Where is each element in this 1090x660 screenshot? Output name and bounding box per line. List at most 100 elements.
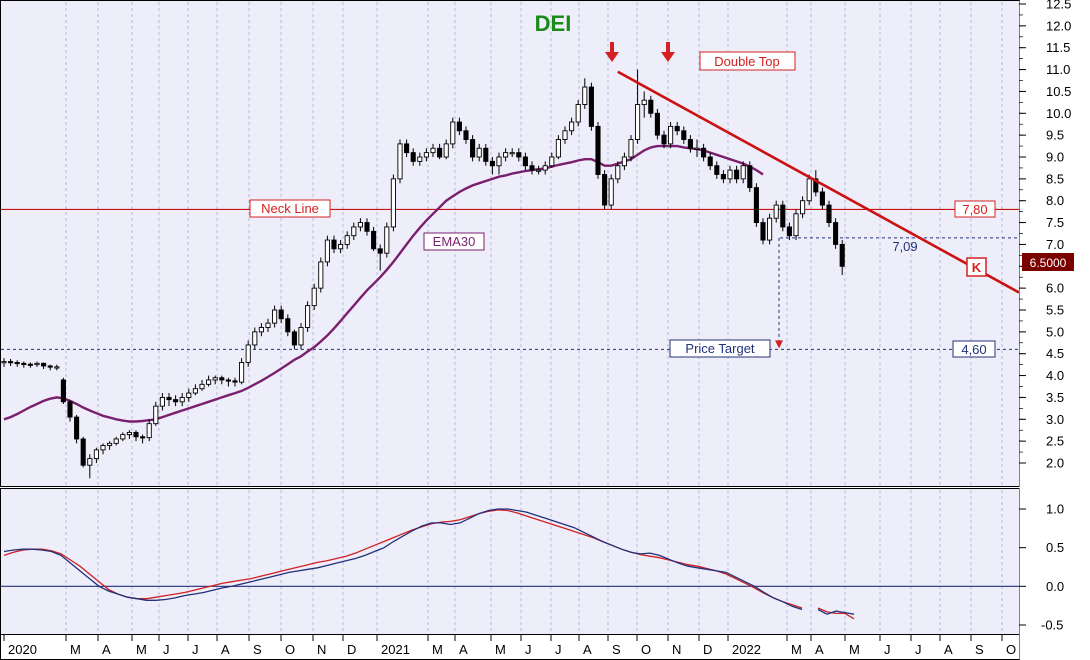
x-tick-label: N [672,642,681,657]
candle-body [80,438,86,466]
candle [555,135,561,160]
candle-body [773,204,779,219]
candle [351,222,357,241]
candle [67,399,73,422]
price-y-tick-label: 12.0 [1046,18,1071,33]
candle [199,379,205,391]
x-tick-label: M [495,642,506,657]
macd-line-tail [817,608,855,615]
candle-body [635,104,641,140]
candle [780,200,786,232]
price-target-text: Price Target [685,341,755,356]
candle [522,152,528,171]
price-y-tick-label: 8.0 [1046,193,1064,208]
x-tick-label: J [915,642,922,657]
candle [252,327,258,350]
ema30-line [3,144,764,423]
candle-body [833,222,839,245]
macd-y-tick-label: 0.0 [1046,579,1064,594]
candle [760,218,766,245]
candle [707,152,713,171]
candle [727,165,733,184]
candle [377,244,383,271]
candle [219,375,225,385]
candle [272,305,278,328]
candle [390,174,396,232]
ema-label-text: EMA30 [433,234,476,249]
candle [674,122,680,136]
candle [694,139,700,157]
candle [212,375,218,385]
candle [450,117,456,149]
x-tick-label: A [102,642,111,657]
candle-body [687,139,693,149]
candle-body [463,130,469,140]
x-tick-label: 2021 [381,642,410,657]
candle [265,318,271,332]
candle [489,157,495,175]
candle-body [450,121,456,145]
candle [357,218,363,232]
candle [443,139,449,160]
price-target-label: Price Target [669,339,771,358]
x-tick-label: A [221,642,230,657]
candle [311,283,317,310]
candle-body [14,362,20,365]
candle-body [140,436,146,439]
price-plot [1,42,1019,479]
x-tick-label: J [884,642,891,657]
candle [529,161,535,175]
x-tick-label: M [70,642,81,657]
candle [8,358,14,366]
candle-body [470,139,476,158]
candle-body [258,327,264,333]
candle [41,362,47,370]
x-tick-label: 2022 [732,642,761,657]
x-tick-label: M [136,642,147,657]
candle [159,393,165,411]
candle-body [668,125,674,145]
macd-y-tick-label: -0.5 [1041,618,1063,633]
candle-body [720,174,726,180]
candle [687,135,693,153]
target-arrow [775,340,783,349]
candle-body [714,165,720,175]
candle-body [133,431,139,438]
candle-body [839,243,845,267]
candle [648,95,654,118]
candle-body [265,322,271,328]
candle-body [225,379,231,382]
candle [562,126,568,144]
candle [34,361,40,367]
price-y-tick-label: 4.5 [1046,346,1064,361]
candle-body [93,449,99,460]
candle-body [100,445,106,451]
x-tick-label: S [612,642,621,657]
candle [826,200,832,227]
candle-body [159,396,165,407]
candle-body [199,383,205,390]
candle-body [60,379,66,403]
candle-body [529,165,535,171]
candle-body [701,147,707,158]
candle [371,226,377,251]
candle [245,340,251,367]
candle [278,305,284,324]
candle [833,218,839,249]
candle [628,135,634,162]
price-y-tick-label: 6.0 [1046,281,1064,296]
candle-body [324,239,330,263]
candle-body [357,222,363,228]
price-target-value: 4,60 [961,342,986,357]
candle-body [575,104,581,123]
candle-body [602,174,608,206]
candle [456,117,462,136]
candle [166,393,172,407]
candle-body [390,178,396,228]
x-tick-label: A [815,642,824,657]
price-y-tick-label: 10.5 [1046,84,1071,99]
candle [285,314,291,337]
neck-line-label: Neck Line [249,199,331,218]
candle-body [107,442,113,446]
candle-body [423,152,429,158]
